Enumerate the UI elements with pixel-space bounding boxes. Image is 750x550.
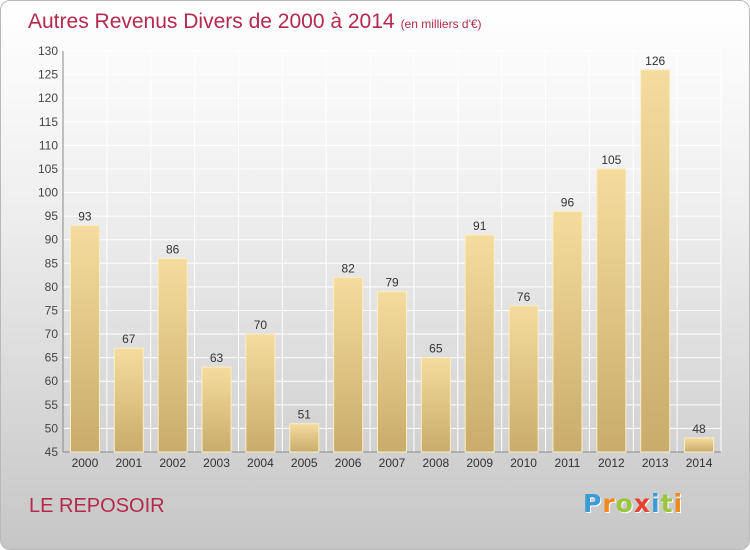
logo-letter: t: [660, 489, 674, 518]
x-tick-label: 2006: [335, 456, 362, 470]
x-tick-label: 2000: [72, 456, 99, 470]
y-tick-label: 100: [38, 186, 58, 200]
logo-letter: o: [615, 489, 634, 518]
bar: [508, 305, 539, 453]
y-tick-label: 55: [45, 398, 59, 412]
bar-value-label: 48: [692, 422, 706, 436]
chart-subtitle: (en milliers d'€): [400, 17, 482, 31]
bar: [289, 423, 320, 453]
bar-value-label: 91: [473, 219, 487, 233]
logo-letter: P: [583, 489, 603, 518]
bar: [420, 357, 451, 453]
y-tick-label: 115: [39, 115, 58, 129]
bar: [552, 210, 583, 453]
bar: [245, 333, 276, 453]
bar: [333, 276, 364, 453]
y-tick-label: 85: [45, 256, 59, 270]
bar-value-label: 96: [561, 195, 575, 209]
bar: [157, 258, 188, 453]
bar: [377, 291, 407, 453]
bar: [69, 225, 100, 453]
y-tick-label: 80: [45, 280, 59, 294]
chart-title: Autres Revenus Divers de 2000 à 2014 (en …: [28, 10, 482, 34]
bar: [596, 168, 627, 453]
bar: [113, 347, 144, 453]
y-tick-label: 120: [38, 91, 58, 105]
x-tick-label: 2002: [159, 456, 186, 470]
bar-value-label: 63: [210, 351, 224, 365]
bar-value-label: 79: [385, 276, 399, 290]
logo-letter: i: [651, 489, 661, 518]
x-tick-label: 2004: [247, 456, 274, 470]
bar-value-label: 76: [517, 290, 531, 304]
logo-letter: i: [673, 489, 684, 518]
x-tick-label: 2009: [466, 456, 493, 470]
x-tick-label: 2011: [555, 456, 581, 470]
y-tick-label: 110: [39, 138, 58, 152]
logo-letter: x: [633, 489, 651, 518]
y-tick-label: 130: [38, 44, 58, 58]
place-name: LE REPOSOIR: [29, 495, 165, 517]
logo-letter: r: [602, 489, 616, 518]
y-tick-label: 65: [45, 351, 59, 365]
bar-value-label: 51: [298, 408, 312, 422]
y-tick-label: 50: [45, 421, 59, 435]
x-tick-label: 2010: [510, 456, 537, 470]
y-tick-label: 45: [45, 445, 59, 459]
bar-value-label: 86: [166, 243, 180, 257]
chart-title-text: Autres Revenus Divers de 2000 à 2014: [28, 10, 395, 33]
y-tick-label: 75: [45, 303, 59, 317]
x-tick-label: 2005: [291, 456, 318, 470]
x-tick-label: 2003: [203, 456, 230, 470]
x-tick-label: 2013: [642, 456, 669, 470]
proxiti-logo[interactable]: Proxiti: [583, 489, 683, 518]
y-tick-label: 60: [45, 374, 59, 388]
bar-value-label: 126: [645, 54, 665, 68]
bar-value-label: 93: [78, 210, 92, 224]
x-tick-label: 2012: [598, 456, 625, 470]
x-tick-label: 2008: [423, 456, 450, 470]
bar: [684, 437, 715, 453]
bar: [201, 366, 232, 453]
bar: [640, 69, 671, 453]
bar-value-label: 67: [122, 332, 136, 346]
bar-value-label: 82: [341, 261, 355, 275]
bar-value-label: 70: [254, 318, 268, 332]
x-tick-label: 2014: [686, 456, 713, 470]
bar-value-label: 105: [601, 153, 621, 167]
bar-value-label: 65: [429, 342, 443, 356]
y-tick-label: 70: [45, 327, 59, 341]
y-tick-label: 105: [38, 162, 58, 176]
y-tick-label: 125: [38, 68, 58, 82]
x-tick-label: 2007: [379, 456, 406, 470]
y-tick-label: 95: [45, 209, 59, 223]
y-tick-label: 90: [45, 233, 59, 247]
x-tick-label: 2001: [115, 456, 142, 470]
bar: [464, 234, 495, 453]
